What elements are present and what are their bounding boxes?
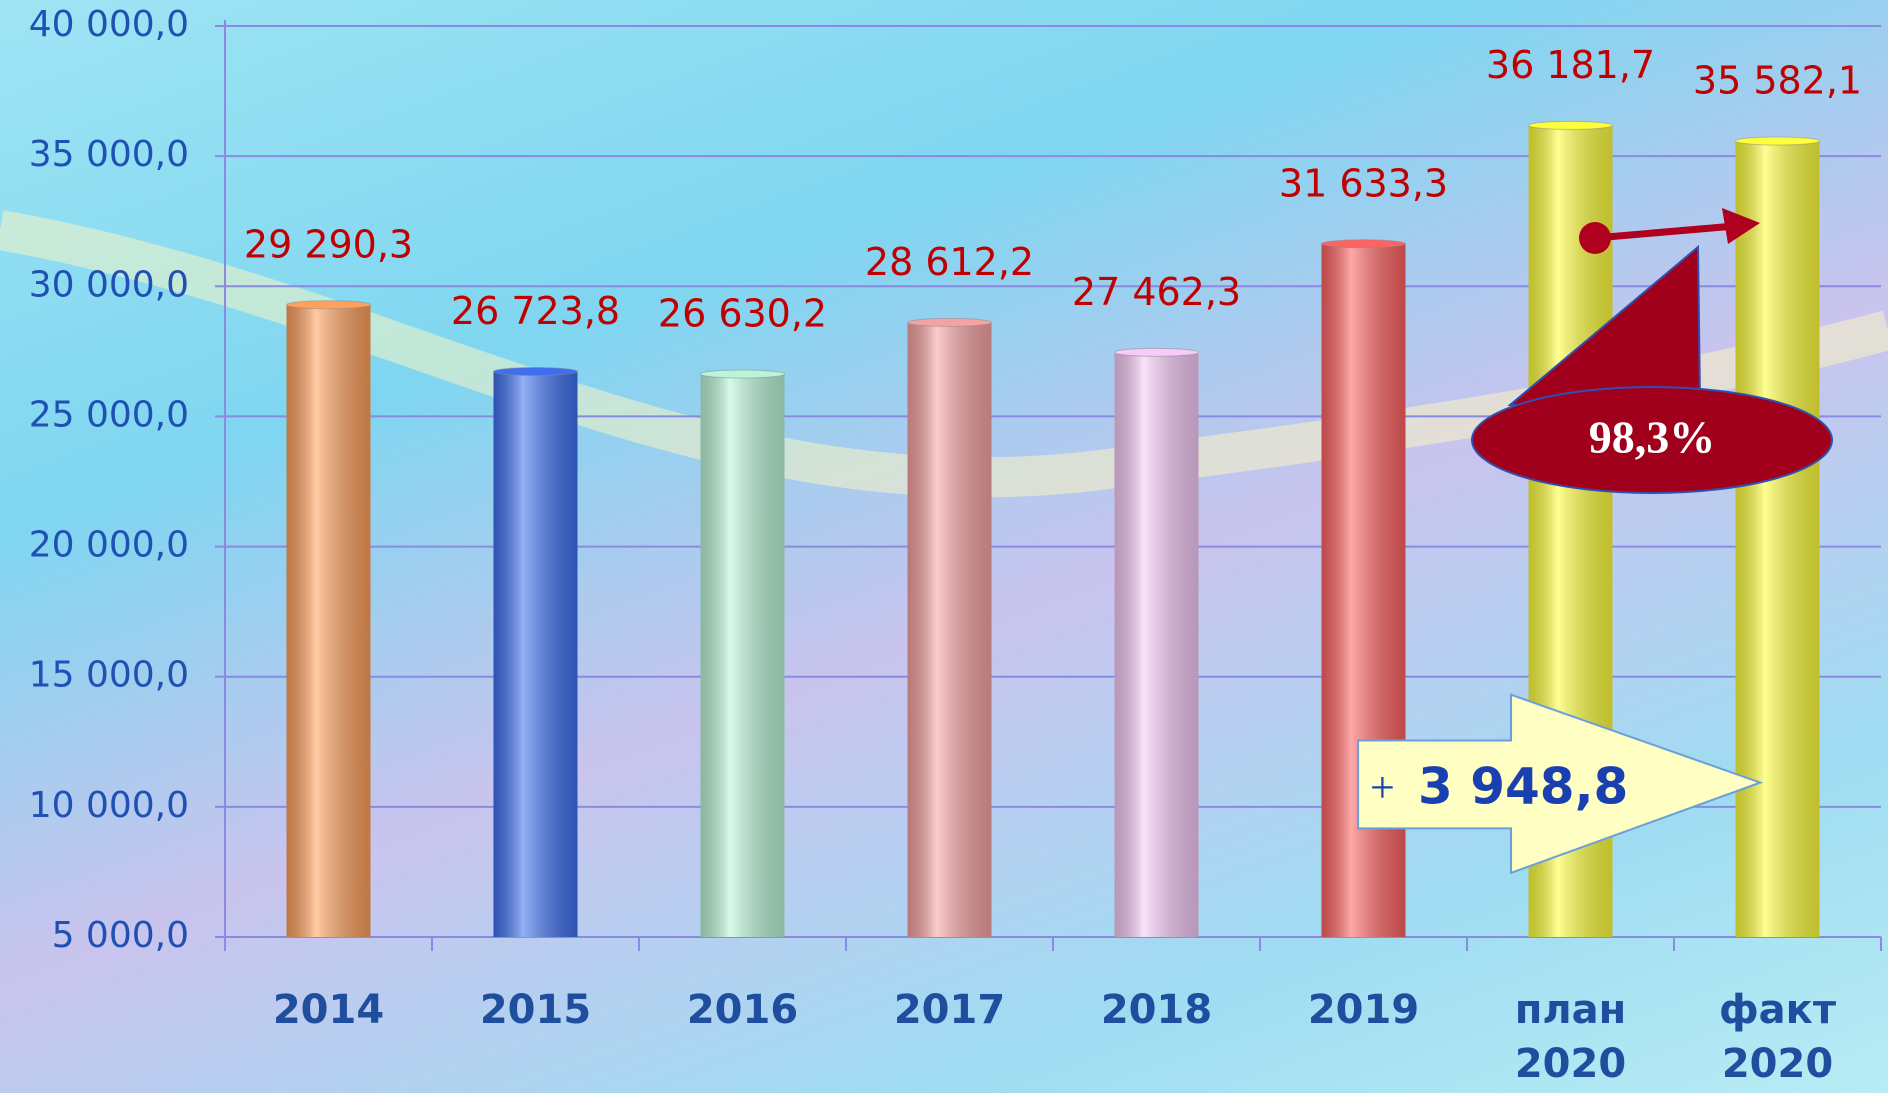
- value-label: 26 723,8: [451, 289, 620, 333]
- x-tick-label: 2015: [461, 983, 611, 1037]
- red-arrow-line: [1595, 226, 1735, 238]
- x-tick-label: 2019: [1289, 983, 1439, 1037]
- y-tick-label: 10 000,0: [29, 785, 189, 826]
- bar-shine: [1736, 141, 1820, 937]
- bar-cap: [287, 301, 371, 309]
- x-tick-label: 2017: [875, 983, 1025, 1037]
- value-label: 28 612,2: [865, 240, 1034, 284]
- value-label: 31 633,3: [1279, 161, 1448, 205]
- y-tick-label: 20 000,0: [29, 525, 189, 566]
- chart-canvas: 5 000,0 10 000,0 15 000,0 20 000,0 25 000,0 3…: [0, 0, 1888, 1093]
- bar-cap: [1736, 137, 1820, 145]
- y-tick-label: 15 000,0: [29, 655, 189, 696]
- bar-shine: [908, 322, 992, 937]
- value-label: 35 582,1: [1693, 58, 1862, 102]
- x-tick-label: план 2020: [1496, 983, 1646, 1091]
- value-label: 36 181,7: [1486, 43, 1655, 87]
- bar-shine: [1115, 352, 1199, 937]
- value-label: 29 290,3: [244, 222, 413, 266]
- x-tick-label: 2016: [668, 983, 818, 1037]
- y-tick-label: 5 000,0: [52, 915, 189, 956]
- y-tick-label: 25 000,0: [29, 394, 189, 435]
- bar-cap: [1115, 348, 1199, 356]
- value-label: 27 462,3: [1072, 270, 1241, 314]
- bar-shine: [287, 305, 371, 937]
- bar-cap: [494, 368, 578, 376]
- increase-sign: +: [1370, 763, 1395, 812]
- value-label: 26 630,2: [658, 291, 827, 335]
- x-tick-label: факт 2020: [1703, 983, 1853, 1091]
- increase-value: 3 948,8: [1418, 758, 1628, 816]
- bar-cap: [908, 318, 992, 326]
- percent-label: 98,3%: [1589, 412, 1716, 463]
- y-tick-label: 35 000,0: [29, 134, 189, 175]
- bar-cap: [1322, 240, 1406, 248]
- x-tick-label: 2018: [1082, 983, 1232, 1037]
- bar-cap: [701, 370, 785, 378]
- y-tick-label: 40 000,0: [29, 4, 189, 45]
- bar-shine: [701, 374, 785, 937]
- bar-shine: [1322, 244, 1406, 937]
- red-arrow-dot: [1579, 222, 1611, 254]
- x-tick-label: 2014: [254, 983, 404, 1037]
- y-tick-label: 30 000,0: [29, 264, 189, 305]
- chart: 5 000,0 10 000,0 15 000,0 20 000,0 25 000,0 3…: [0, 0, 1888, 1093]
- bar-cap: [1529, 121, 1613, 129]
- bar-shine: [494, 372, 578, 937]
